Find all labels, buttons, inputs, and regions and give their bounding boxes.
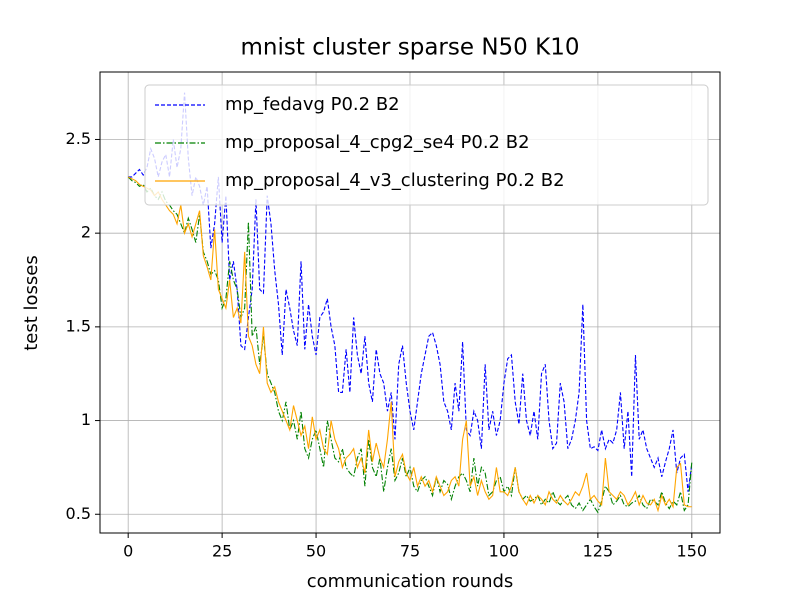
x-tick-label: 125	[583, 542, 614, 561]
y-tick-label: 2.5	[66, 129, 91, 148]
x-tick-label: 100	[489, 542, 520, 561]
series-line	[128, 92, 693, 492]
legend-label: mp_proposal_4_v3_clustering P0.2 B2	[225, 170, 565, 191]
legend-label: mp_fedavg P0.2 B2	[225, 94, 400, 115]
y-tick-label: 1.5	[66, 316, 91, 335]
y-tick-label: 1	[81, 410, 91, 429]
chart-title: mnist cluster sparse N50 K10	[241, 35, 580, 61]
x-axis-label: communication rounds	[307, 571, 514, 592]
legend-label: mp_proposal_4_cpg2_se4 P0.2 B2	[225, 132, 530, 153]
x-tick-label: 75	[400, 542, 420, 561]
y-axis-label: test losses	[21, 255, 42, 351]
legend-box	[144, 84, 709, 206]
legend: mp_fedavg P0.2 B2 mp_proposal_4_cpg2_se4 …	[144, 84, 709, 206]
x-tick-label: 150	[677, 542, 708, 561]
x-tick-label: 50	[306, 542, 326, 561]
series-line	[127, 176, 692, 513]
x-tick-label: 0	[123, 542, 133, 561]
y-tick-label: 2	[81, 223, 91, 242]
plot-frame	[99, 71, 721, 534]
x-tick-label: 25	[212, 542, 232, 561]
series-line	[127, 176, 693, 514]
y-tick-label: 0.5	[66, 504, 91, 523]
